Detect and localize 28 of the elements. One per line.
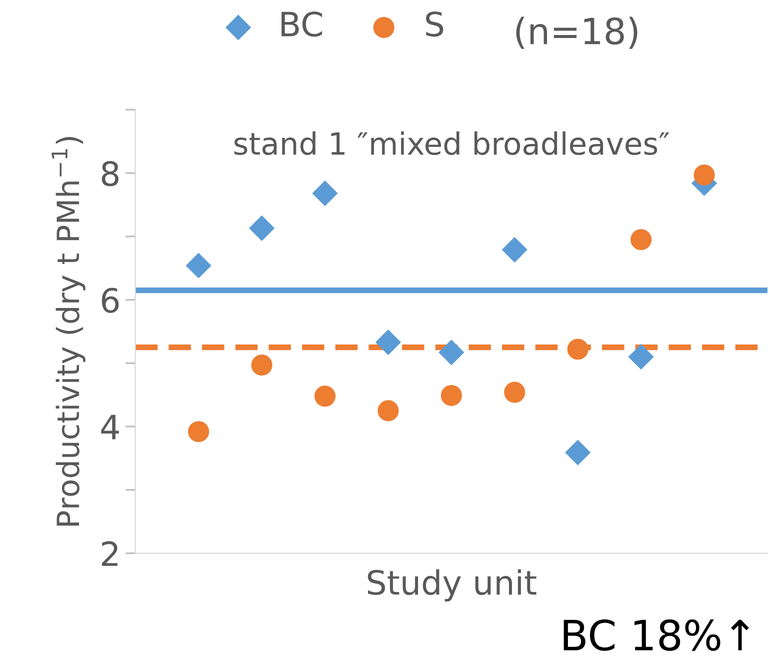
point (438, 340, 464, 366)
point (248, 215, 275, 242)
point (694, 164, 715, 186)
point (628, 344, 654, 370)
point (504, 382, 526, 403)
point (251, 354, 272, 376)
point (312, 180, 338, 206)
y-tick-label: 2 (102, 541, 118, 566)
text: (n=18) (516, 16, 638, 49)
x-axis-title: Study unit (368, 569, 536, 602)
point (378, 400, 399, 422)
y-tick-label: 4 (101, 414, 119, 440)
point (567, 338, 588, 360)
point (186, 252, 212, 278)
text: BC 18%↑ (564, 619, 749, 651)
point (565, 440, 591, 466)
point (502, 236, 528, 263)
point (630, 229, 652, 250)
point (188, 421, 210, 442)
y-tick-label: 8 (102, 161, 118, 186)
y-tick-label: 6 (102, 288, 119, 313)
text: stand 1 ″mixed broadleaves″ (234, 131, 670, 156)
point (440, 384, 462, 406)
point (314, 386, 336, 407)
point (375, 329, 401, 356)
legend-label: S (426, 11, 444, 37)
y-axis-title: Productivity (dry t PMh$^{−1}$) (52, 137, 86, 526)
legend-label: BC (282, 11, 322, 37)
